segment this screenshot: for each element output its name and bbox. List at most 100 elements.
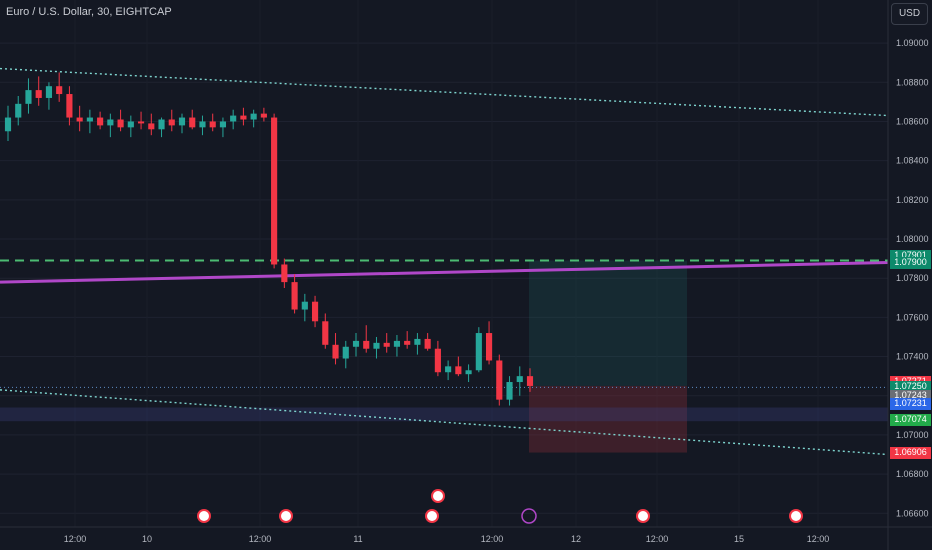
candle-body bbox=[301, 301, 308, 310]
stop-zone bbox=[529, 385, 687, 453]
target-zone bbox=[529, 260, 687, 386]
candle-body bbox=[35, 90, 42, 98]
price-tag: 1.06906 bbox=[890, 447, 931, 460]
candle-body bbox=[189, 117, 196, 128]
candle-body bbox=[148, 123, 155, 130]
candle-body bbox=[465, 370, 472, 375]
event-icons[interactable] bbox=[197, 489, 803, 524]
us-flag-icon-inner bbox=[791, 511, 801, 521]
price-tag: 1.07074 bbox=[890, 414, 931, 427]
candle-body bbox=[311, 301, 319, 322]
candle-body bbox=[15, 103, 22, 118]
candle-body bbox=[496, 360, 503, 400]
candle-body bbox=[393, 340, 401, 347]
candle-body bbox=[86, 117, 93, 122]
candle-body bbox=[76, 117, 83, 122]
candle-body bbox=[322, 321, 329, 345]
y-tick-label: 1.08800 bbox=[896, 77, 929, 87]
price-tag: 1.07231 bbox=[890, 397, 931, 410]
purple-trendline bbox=[0, 261, 889, 284]
candle-body bbox=[434, 348, 441, 373]
y-tick-label: 1.08000 bbox=[896, 234, 929, 244]
x-tick-label: 12:00 bbox=[249, 534, 272, 544]
x-tick-label: 12:00 bbox=[64, 534, 87, 544]
drawing-lines[interactable] bbox=[0, 67, 889, 456]
y-tick-label: 1.08600 bbox=[896, 116, 929, 126]
candle-body bbox=[475, 333, 482, 371]
candle-body bbox=[250, 113, 257, 120]
candle-body bbox=[424, 338, 431, 349]
x-tick-label: 12 bbox=[571, 534, 581, 544]
price-tag: 1.07900 bbox=[890, 256, 931, 269]
candle-body bbox=[516, 376, 523, 383]
position-boxes bbox=[0, 260, 888, 453]
y-tick-label: 1.06800 bbox=[896, 469, 929, 479]
candle-body bbox=[404, 340, 411, 345]
candle-body bbox=[332, 344, 339, 359]
candle-body bbox=[168, 119, 175, 126]
lightning-icon bbox=[521, 508, 537, 524]
y-tick-label: 1.08400 bbox=[896, 156, 929, 166]
y-tick-label: 1.07800 bbox=[896, 273, 929, 283]
channel-lower-line bbox=[0, 389, 889, 456]
x-tick-label: 11 bbox=[353, 534, 362, 544]
range-band bbox=[0, 407, 888, 422]
candle-body bbox=[455, 366, 462, 375]
candle-body bbox=[45, 86, 53, 98]
candle-body bbox=[107, 119, 114, 126]
candle-body bbox=[383, 342, 390, 347]
candles bbox=[4, 72, 534, 406]
y-tick-label: 1.09000 bbox=[896, 38, 929, 48]
x-tick-label: 10 bbox=[142, 534, 152, 544]
candle-body bbox=[291, 282, 298, 310]
us-flag-icon-inner bbox=[433, 491, 443, 501]
candle-body bbox=[127, 121, 134, 128]
y-tick-label: 1.07000 bbox=[896, 430, 929, 440]
candle-body bbox=[230, 115, 237, 122]
x-tick-label: 12:00 bbox=[807, 534, 830, 544]
candle-body bbox=[485, 333, 493, 361]
candle-body bbox=[342, 346, 349, 359]
candle-body bbox=[526, 376, 534, 386]
candle-body bbox=[56, 86, 63, 95]
y-tick-label: 1.06600 bbox=[896, 508, 929, 518]
us-flag-icon-inner bbox=[281, 511, 291, 521]
candle-body bbox=[260, 113, 267, 118]
candle-body bbox=[199, 121, 206, 128]
candle-body bbox=[414, 338, 421, 345]
candle-body bbox=[219, 121, 227, 128]
candle-body bbox=[373, 342, 380, 349]
candle-body bbox=[117, 119, 124, 128]
candle-body bbox=[506, 382, 513, 400]
us-flag-icon-inner bbox=[199, 511, 209, 521]
y-tick-label: 1.07600 bbox=[896, 312, 929, 322]
candle-body bbox=[25, 90, 32, 104]
x-tick-label: 12:00 bbox=[481, 534, 504, 544]
candle-body bbox=[4, 117, 12, 132]
candle-body bbox=[66, 94, 73, 118]
currency-button[interactable]: USD bbox=[891, 3, 928, 25]
candle-body bbox=[271, 117, 278, 265]
candle-body bbox=[178, 117, 186, 126]
us-flag-icon-inner bbox=[427, 511, 437, 521]
us-flag-icon-inner bbox=[638, 511, 648, 521]
y-tick-label: 1.08200 bbox=[896, 195, 929, 205]
candle-body bbox=[97, 117, 104, 126]
candle-body bbox=[240, 115, 247, 120]
candle-body bbox=[281, 264, 288, 283]
symbol-title: Euro / U.S. Dollar, 30, EIGHTCAP bbox=[6, 6, 172, 18]
candle-body bbox=[209, 121, 216, 128]
channel-upper-line bbox=[0, 67, 889, 117]
y-tick-label: 1.07400 bbox=[896, 352, 929, 362]
candle-body bbox=[363, 340, 370, 349]
candle-body bbox=[352, 340, 360, 347]
candle-body bbox=[137, 121, 145, 124]
x-tick-label: 12:00 bbox=[646, 534, 669, 544]
candle-body bbox=[158, 119, 165, 130]
candle-body bbox=[445, 366, 452, 373]
x-tick-label: 15 bbox=[734, 534, 744, 544]
